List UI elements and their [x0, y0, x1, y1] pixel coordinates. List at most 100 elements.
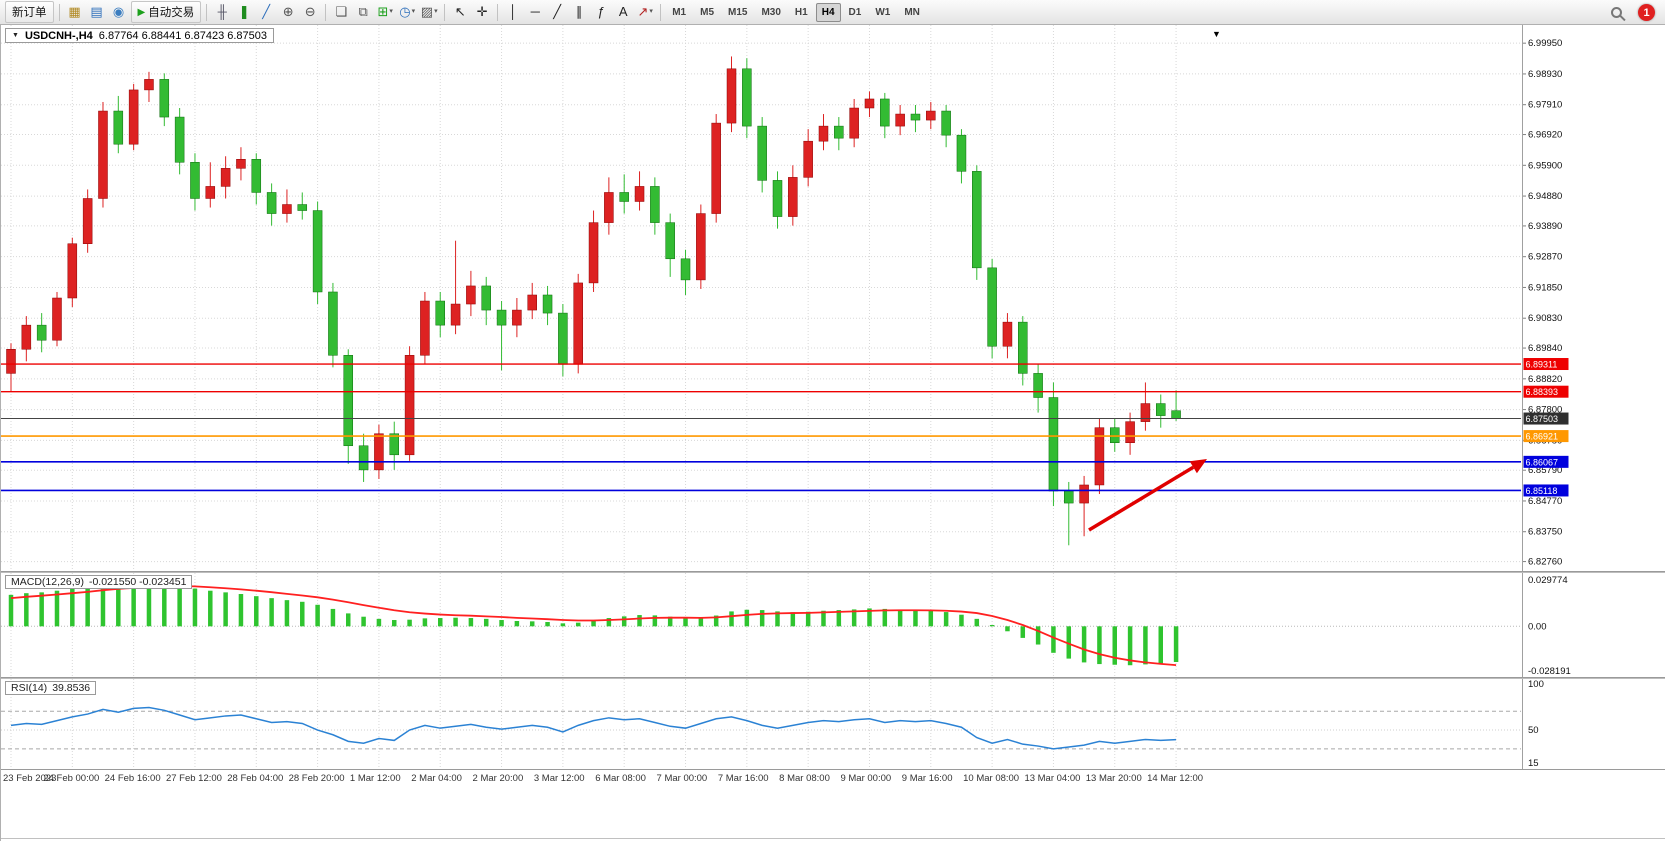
- zoom-out-icon[interactable]: ⊖: [304, 4, 316, 19]
- bar-chart-icon[interactable]: ╫: [217, 4, 227, 19]
- timeframe-m1[interactable]: M1: [672, 6, 687, 18]
- search-icon[interactable]: [1611, 7, 1622, 18]
- rsi-value: 39.8536: [52, 682, 91, 694]
- notification-badge[interactable]: 1: [1638, 4, 1655, 21]
- time-axis-label: 3 Mar 12:00: [533, 773, 585, 784]
- svg-text:6.92870: 6.92870: [1528, 252, 1562, 263]
- dropdown-caret-icon[interactable]: ▾: [411, 8, 416, 15]
- rsi-pane[interactable]: 100 50 15 RSI(14) 39.8536: [1, 679, 1665, 769]
- svg-text:6.86067: 6.86067: [1526, 457, 1559, 467]
- svg-text:6.95900: 6.95900: [1528, 160, 1562, 171]
- rsi-label: RSI(14) 39.8536: [5, 681, 97, 695]
- svg-text:6.85118: 6.85118: [1526, 486, 1558, 496]
- svg-text:6.89840: 6.89840: [1528, 343, 1562, 354]
- svg-text:6.91850: 6.91850: [1528, 282, 1562, 293]
- timeframe-w1[interactable]: W1: [875, 6, 891, 18]
- macd-name: MACD(12,26,9): [11, 576, 84, 588]
- templates-icon[interactable]: ▨ ▾: [418, 2, 440, 22]
- cascade-windows-icon[interactable]: ⧉: [358, 4, 368, 19]
- time-axis-label: 9 Mar 00:00: [840, 773, 892, 784]
- auto-trading-button-label: 自动交易: [148, 7, 195, 19]
- chart-title: ▼ USDCNH-,H4 6.87764 6.88441 6.87423 6.8…: [5, 28, 274, 43]
- svg-text:6.90830: 6.90830: [1528, 313, 1562, 324]
- data-window-icon[interactable]: ◉: [112, 4, 125, 19]
- svg-text:15: 15: [1528, 758, 1539, 769]
- vertical-line-icon[interactable]: │: [509, 4, 518, 19]
- dropdown-caret-icon[interactable]: ▾: [389, 8, 393, 15]
- timeframe-h1[interactable]: H1: [794, 6, 808, 18]
- svg-text:0.029774: 0.029774: [1528, 575, 1568, 586]
- toolbar-buttons: 新订单 ▦ ▤ ◉ ▶ 自动交易 ╫ ❚ ╱ ⊕ ⊖ ❏ ⧉ ⊞ ▾ ◷ ▾ ▨ ▾ ↖ ✛ │ ─ ╱ ∥ ƒ A ↗ ▾ M1 M5 M1…: [4, 0, 927, 24]
- svg-text:6.84770: 6.84770: [1528, 496, 1562, 507]
- channel-icon[interactable]: ∥: [575, 4, 583, 19]
- line-chart-icon[interactable]: ╱: [262, 4, 271, 19]
- time-axis-label: 13 Mar 04:00: [1024, 773, 1081, 784]
- svg-text:50: 50: [1528, 725, 1539, 736]
- dropdown-caret-icon[interactable]: ▾: [434, 8, 438, 15]
- cursor-icon[interactable]: ↖: [454, 4, 466, 19]
- time-axis[interactable]: 23 Feb 2023 24 Feb 00:00 24 Feb 16:00 27 Fe…: [1, 769, 1665, 787]
- rsi-name: RSI(14): [11, 682, 48, 694]
- text-label-icon[interactable]: A: [618, 4, 628, 19]
- svg-text:6.86921: 6.86921: [1526, 432, 1559, 442]
- svg-text:6.88820: 6.88820: [1528, 374, 1562, 385]
- tile-windows-icon[interactable]: ❏: [335, 4, 348, 19]
- timeframe-m5[interactable]: M5: [700, 6, 715, 18]
- symbol-period-label: USDCNH-,H4: [24, 29, 93, 42]
- svg-text:6.89311: 6.89311: [1526, 360, 1558, 370]
- periods-icon[interactable]: ◷ ▾: [396, 2, 418, 22]
- chart-window: 6.99950 6.98930 6.97910 6.96920 6.95900 6.948…: [0, 25, 1665, 841]
- candlestick-chart-icon[interactable]: ❚: [238, 4, 250, 19]
- macd-values: -0.021550 -0.023451: [88, 576, 187, 588]
- arrows-tool-icon[interactable]: ↗ ▾: [634, 2, 656, 22]
- auto-trading-button-icon: ▶: [137, 6, 146, 18]
- svg-text:6.87800: 6.87800: [1528, 405, 1562, 416]
- toolbar-separator: [444, 3, 446, 21]
- svg-text:6.98930: 6.98930: [1528, 69, 1562, 80]
- rsi-chart[interactable]: 100 50 15: [1, 679, 1665, 769]
- chart-menu-caret-icon[interactable]: ▼: [12, 32, 19, 39]
- pane-separator[interactable]: [1, 677, 1665, 679]
- svg-text:100: 100: [1528, 679, 1544, 690]
- toolbar-separator: [325, 3, 327, 21]
- profiles-icon[interactable]: ▤: [90, 4, 103, 19]
- zoom-in-icon[interactable]: ⊕: [282, 4, 294, 19]
- indicators-icon[interactable]: ⊞ ▾: [374, 2, 396, 22]
- fibonacci-icon[interactable]: ƒ: [597, 4, 605, 19]
- bottom-strip: [1, 787, 1665, 839]
- timeframe-m30[interactable]: M30: [761, 6, 781, 18]
- svg-text:6.87503: 6.87503: [1526, 414, 1559, 424]
- time-axis-label: 9 Mar 16:00: [901, 773, 953, 784]
- timeframe-mn[interactable]: MN: [904, 6, 920, 18]
- time-axis-label: 24 Feb 00:00: [43, 773, 100, 784]
- time-axis-label: 10 Mar 08:00: [963, 773, 1020, 784]
- horizontal-line-icon[interactable]: ─: [530, 4, 540, 19]
- charts-icon[interactable]: ▦: [68, 4, 81, 19]
- toolbar-separator: [58, 3, 60, 21]
- timeframe-h4[interactable]: H4: [815, 2, 841, 22]
- svg-text:6.82760: 6.82760: [1528, 557, 1562, 568]
- new-order-button[interactable]: 新订单: [5, 1, 54, 23]
- svg-text:6.99950: 6.99950: [1528, 38, 1562, 49]
- main-toolbar: 新订单 ▦ ▤ ◉ ▶ 自动交易 ╫ ❚ ╱ ⊕ ⊖ ❏ ⧉ ⊞ ▾ ◷ ▾ ▨ ▾ ↖ ✛ │ ─ ╱ ∥ ƒ A ↗ ▾ M1 M5 M1…: [0, 0, 1665, 25]
- toolbar-separator: [660, 3, 662, 21]
- time-axis-label: 14 Mar 12:00: [1147, 773, 1204, 784]
- price-pane[interactable]: 6.99950 6.98930 6.97910 6.96920 6.95900 6.948…: [1, 25, 1665, 571]
- trendline-icon[interactable]: ╱: [553, 4, 562, 19]
- macd-pane[interactable]: 0.029774 0.00 -0.028191 MACD(12,26,9) -0.0…: [1, 573, 1665, 677]
- crosshair-icon[interactable]: ✛: [476, 4, 488, 19]
- candlestick-chart[interactable]: 6.99950 6.98930 6.97910 6.96920 6.95900 6.948…: [1, 25, 1665, 571]
- timeframe-m15[interactable]: M15: [728, 6, 748, 18]
- time-axis-label: 7 Mar 16:00: [717, 773, 769, 784]
- pane-separator[interactable]: [1, 571, 1665, 573]
- auto-trading-button[interactable]: ▶ 自动交易: [130, 1, 202, 23]
- svg-text:6.85790: 6.85790: [1528, 465, 1562, 476]
- time-axis-label: 27 Feb 12:00: [165, 773, 222, 784]
- toolbar-separator: [206, 3, 208, 21]
- ohlc-readout: 6.87764 6.88441 6.87423 6.87503: [98, 29, 267, 42]
- svg-text:6.83750: 6.83750: [1528, 527, 1562, 538]
- dropdown-caret-icon[interactable]: ▾: [649, 8, 653, 15]
- macd-label: MACD(12,26,9) -0.021550 -0.023451: [5, 575, 193, 589]
- timeframe-d1[interactable]: D1: [848, 6, 862, 18]
- macd-chart[interactable]: 0.029774 0.00 -0.028191: [1, 573, 1665, 677]
